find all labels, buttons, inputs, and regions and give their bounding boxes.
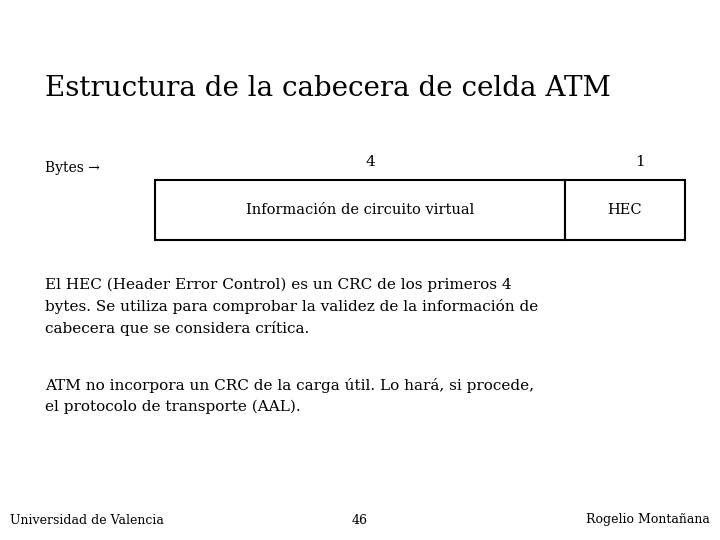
Text: El HEC (Header Error Control) es un CRC de los primeros 4
bytes. Se utiliza para: El HEC (Header Error Control) es un CRC … <box>45 278 539 335</box>
Text: ATM no incorpora un CRC de la carga útil. Lo hará, si procede,
el protocolo de t: ATM no incorpora un CRC de la carga útil… <box>45 378 534 414</box>
Bar <box>155 180 565 240</box>
Text: Bytes →: Bytes → <box>45 161 100 175</box>
Text: HEC: HEC <box>608 203 642 217</box>
Text: Universidad de Valencia: Universidad de Valencia <box>10 514 164 526</box>
Text: Información de circuito virtual: Información de circuito virtual <box>246 203 474 217</box>
Text: Rogelio Montañana: Rogelio Montañana <box>586 514 710 526</box>
Text: 4: 4 <box>365 155 375 169</box>
Text: 46: 46 <box>352 514 368 526</box>
Bar <box>565 180 685 240</box>
Text: Estructura de la cabecera de celda ATM: Estructura de la cabecera de celda ATM <box>45 75 611 102</box>
Text: 1: 1 <box>635 155 645 169</box>
